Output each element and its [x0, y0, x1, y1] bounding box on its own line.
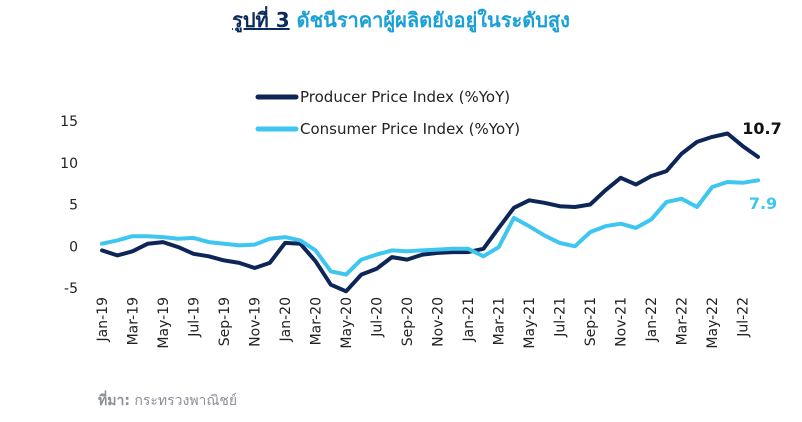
source-text: กระทรวงพาณิชย์ — [129, 393, 238, 409]
plot-area — [100, 131, 760, 294]
x-tick-label: May-20 — [339, 297, 355, 349]
y-tick-label: 5 — [69, 198, 78, 214]
x-tick-label: Jan-19 — [95, 297, 111, 342]
ppi-series-line — [100, 131, 760, 294]
x-tick-label: Jul-21 — [553, 297, 569, 338]
x-tick-label: Mar-21 — [492, 297, 508, 345]
x-tick-label: Mar-22 — [675, 297, 691, 345]
cpi-end-label: 7.9 — [749, 194, 777, 213]
source-label: ที่มา: — [98, 393, 130, 409]
title-text: ดัชนีราคาผู้ผลิตยังอยู่ในระดับสูง — [296, 8, 570, 32]
legend-label: Producer Price Index (%YoY) — [300, 88, 510, 106]
x-tick-label: May-21 — [522, 297, 538, 349]
x-tick-label: Nov-20 — [431, 297, 447, 347]
x-axis: Jan-19 Mar-19 May-19 Jul-19 Sep-19 Nov-19 Jan-… — [95, 297, 752, 349]
x-tick-label: May-19 — [156, 297, 172, 349]
y-tick-label: 10 — [60, 156, 78, 172]
x-tick-label: Sep-21 — [583, 297, 599, 346]
figure-number: รูปที่ 3 — [232, 8, 290, 32]
x-tick-label: Sep-20 — [400, 297, 416, 346]
y-tick-label: 15 — [60, 114, 78, 130]
x-tick-label: Sep-19 — [217, 297, 233, 346]
x-tick-label: Nov-21 — [614, 297, 630, 347]
source-note: ที่มา: กระทรวงพาณิชย์ — [98, 390, 237, 412]
x-tick-label: Jan-22 — [644, 297, 660, 342]
x-tick-label: Mar-20 — [309, 297, 325, 345]
x-tick-label: Jul-22 — [736, 297, 752, 338]
legend: Producer Price Index (%YoY) Consumer Pric… — [255, 88, 520, 138]
y-tick-label: 0 — [69, 239, 78, 255]
x-tick-label: Mar-19 — [126, 297, 142, 345]
legend-label: Consumer Price Index (%YoY) — [300, 120, 520, 138]
x-tick-label: Jan-21 — [461, 297, 477, 342]
end-labels: 10.7 7.9 — [742, 119, 781, 213]
x-tick-label: May-22 — [705, 297, 721, 349]
cpi-series-line — [100, 178, 760, 277]
x-tick-label: Jul-20 — [370, 297, 386, 338]
x-tick-label: Jul-19 — [187, 297, 203, 338]
ppi-end-label: 10.7 — [742, 119, 781, 138]
y-axis: 15 10 5 0 -5 — [60, 114, 78, 297]
chart-title: รูปที่ 3 ดัชนีราคาผู้ผลิตยังอยู่ในระดับส… — [0, 4, 802, 36]
x-tick-label: Nov-19 — [248, 297, 264, 347]
y-tick-label: -5 — [64, 281, 78, 297]
x-tick-label: Jan-20 — [278, 297, 294, 342]
